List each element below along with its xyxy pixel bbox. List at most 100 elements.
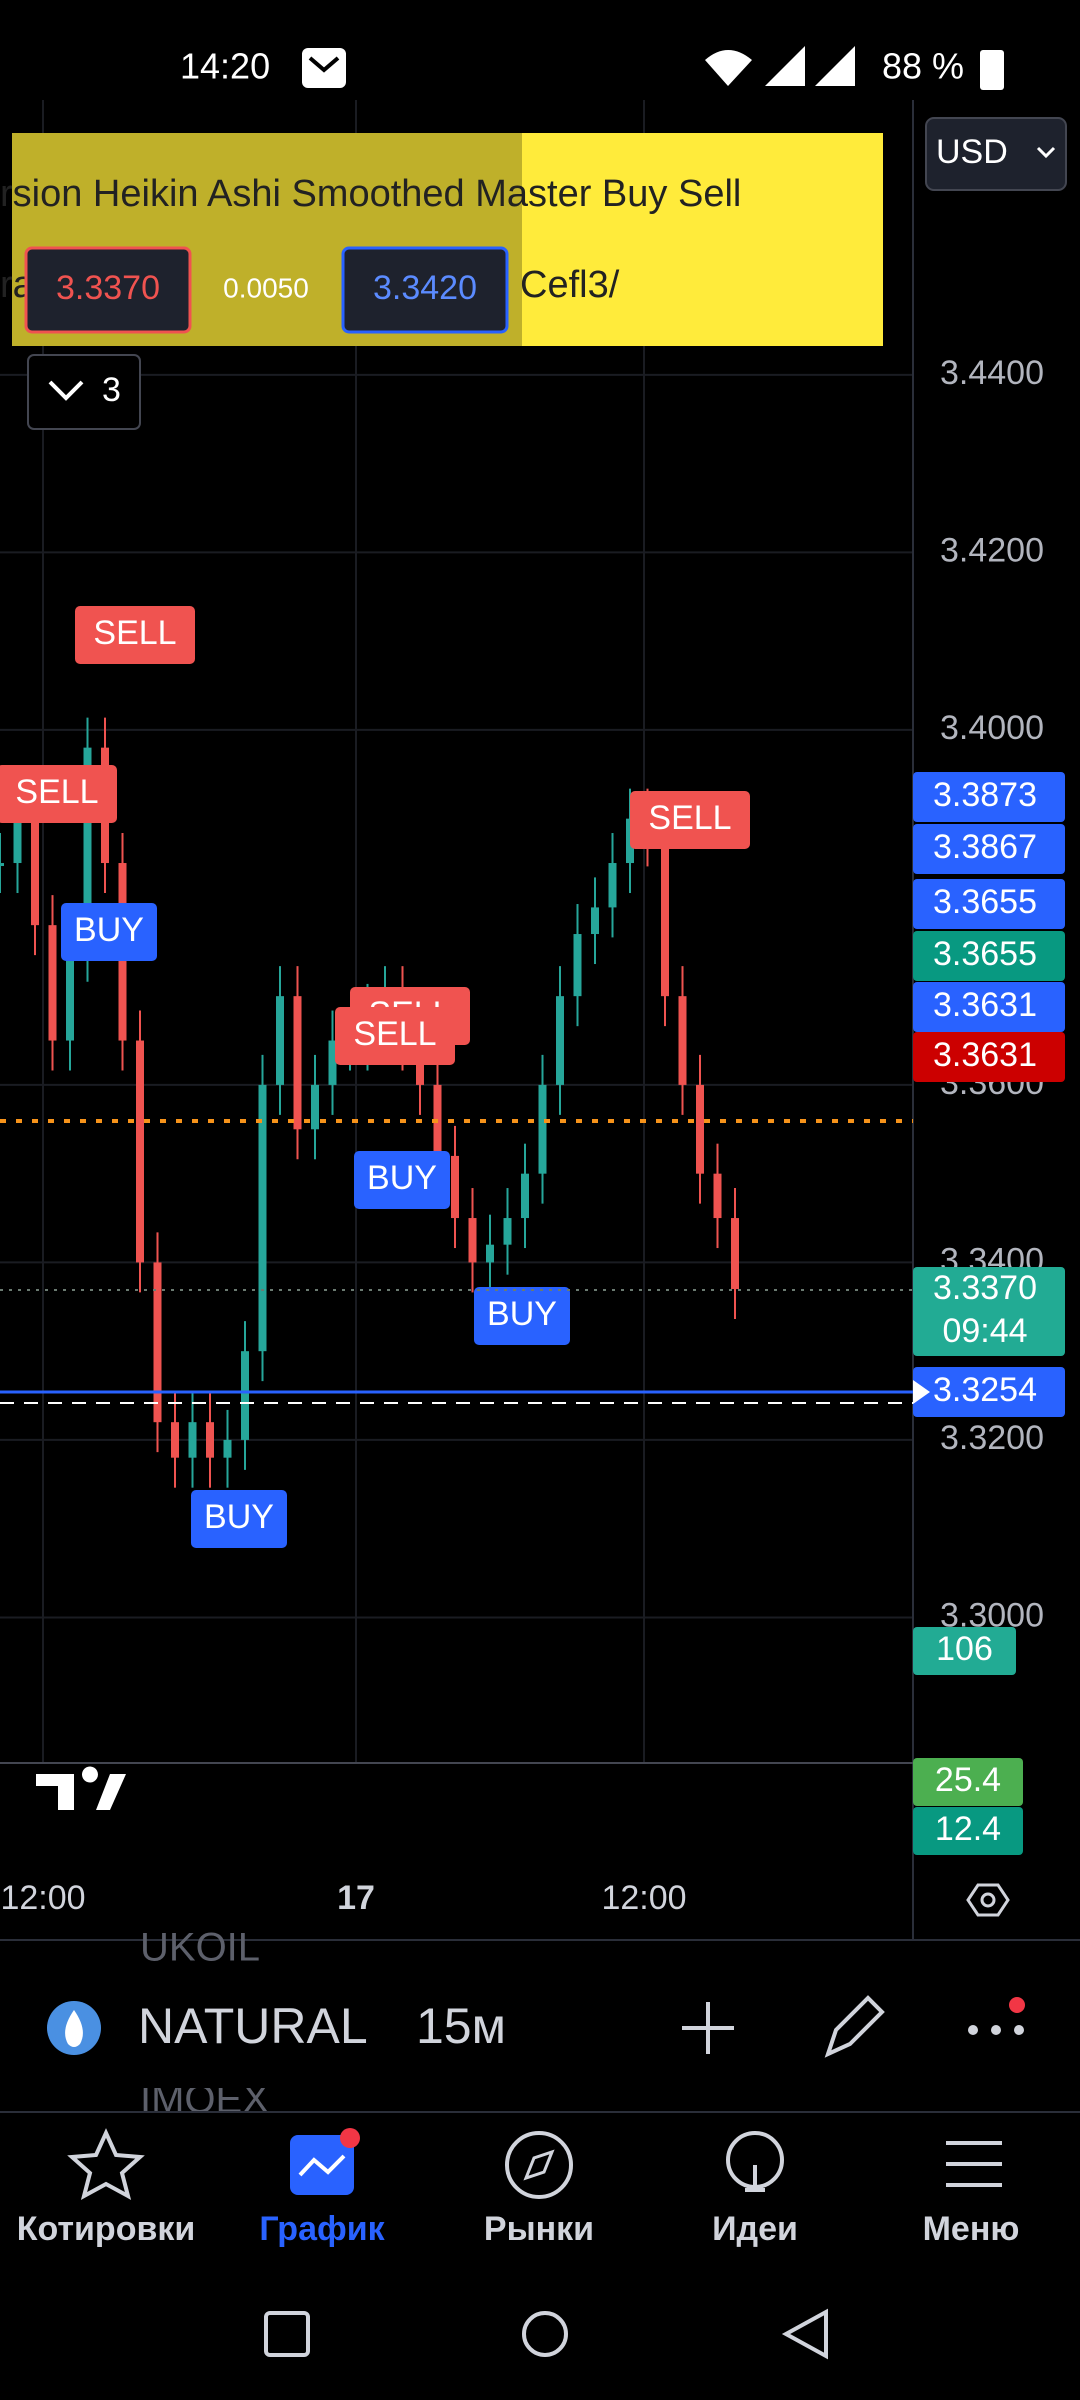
dropdown-icon [1036, 146, 1056, 159]
signal-label: SELL [353, 1015, 436, 1053]
candle [661, 836, 669, 997]
candle [468, 1218, 477, 1263]
price-tag: 3.3655 [933, 935, 1037, 973]
last-price-bg [913, 1267, 1065, 1356]
y-tick-label: 3.3200 [940, 1419, 1044, 1457]
candle [136, 1040, 144, 1263]
y-tick-label: 3.4000 [940, 709, 1044, 747]
signal-label-bg [191, 1490, 287, 1548]
flame-icon [65, 2010, 83, 2047]
buy-button[interactable] [341, 246, 509, 334]
currency[interactable]: USD [936, 133, 1008, 171]
x-tick-label: 17 [337, 1879, 375, 1917]
price-tag: 3.3631 [933, 1036, 1037, 1074]
candle [451, 1155, 459, 1219]
home-button[interactable] [522, 2311, 568, 2357]
nav-label[interactable]: График [259, 2210, 385, 2248]
chevron-icon [48, 380, 84, 401]
candle [486, 1244, 494, 1263]
candle [206, 1422, 214, 1458]
volume-tag: 25.4 [935, 1761, 1001, 1799]
candle [696, 1084, 704, 1174]
candle [188, 1422, 197, 1458]
bottom-nav: Котировки График Рынки Идеи Меню [17, 2210, 1020, 2248]
signal-icon [765, 46, 805, 86]
watchlist-icon[interactable] [67, 2128, 145, 2200]
price-tag: 3.3867 [933, 828, 1037, 866]
candle [713, 1173, 722, 1219]
candle [276, 996, 284, 1085]
symbol[interactable]: NATURAL [138, 1998, 368, 2054]
price-tag-bg [913, 1032, 1065, 1082]
x-tick-label: 12:00 [601, 1879, 686, 1917]
plot: SELLSELLBUYSELLSELLBUYBUYBUYSELL [0, 606, 750, 1548]
more-icon[interactable] [968, 2025, 978, 2035]
markets-icon[interactable] [505, 2131, 573, 2199]
volume-tag: 106 [936, 1630, 993, 1668]
signal-label-bg [75, 606, 195, 664]
candle [591, 907, 599, 935]
notif-icon-glyph [308, 56, 340, 73]
settings-icon[interactable] [966, 1883, 1010, 1917]
nav-label[interactable]: Рынки [484, 2210, 594, 2248]
x-tick-label: 12:00 [0, 1879, 85, 1917]
menu-icon[interactable] [946, 2141, 1002, 2187]
candle [48, 925, 57, 1041]
back-button[interactable] [781, 2308, 828, 2360]
chart-icon-line [298, 2154, 346, 2177]
nav-label[interactable]: Меню [923, 2210, 1020, 2248]
sell-button[interactable] [24, 246, 192, 334]
nav-label[interactable]: Идеи [712, 2210, 798, 2248]
bulb-base [745, 2165, 765, 2192]
recents-button[interactable] [264, 2311, 310, 2357]
candle [153, 1262, 162, 1423]
symbol-fade [392, 1990, 412, 2070]
interval[interactable]: 15м [416, 1998, 506, 2054]
candle [608, 863, 617, 908]
bid-price[interactable]: 3.3370 [56, 269, 160, 307]
status-time: 14:20 [180, 46, 270, 87]
signal-label-bg [474, 1287, 570, 1345]
add-icon[interactable] [682, 2002, 734, 2054]
draw-icon[interactable] [824, 1995, 885, 2058]
candle [31, 818, 39, 926]
badge [340, 2128, 360, 2148]
candle [311, 1084, 319, 1130]
y-tick-label: 3.4200 [940, 531, 1044, 569]
countdown: 09:44 [942, 1312, 1027, 1350]
volume-tag: 12.4 [935, 1810, 1001, 1848]
signal-label: BUY [367, 1159, 437, 1197]
last-price: 3.3370 [933, 1269, 1037, 1307]
collapse-count[interactable]: 3 [102, 371, 121, 409]
line-handle[interactable] [913, 1380, 930, 1404]
ask-price[interactable]: 3.3420 [373, 269, 477, 307]
volume-tag-bg [913, 1758, 1023, 1806]
candle [66, 951, 74, 1041]
candle [556, 996, 564, 1085]
candle [678, 996, 687, 1085]
nav-label[interactable]: Котировки [17, 2210, 196, 2248]
signal-label: SELL [93, 614, 176, 652]
price-tag: 3.3873 [933, 776, 1037, 814]
price-tag-bg [913, 931, 1065, 981]
price-tag-bg [913, 982, 1065, 1032]
candle [521, 1173, 529, 1219]
currency-button[interactable] [925, 117, 1067, 191]
signal-label: BUY [487, 1295, 557, 1333]
prev-symbol: UKOIL [140, 1926, 260, 1970]
price-tags: 3.3873 3.3867 3.3655 3.3655 3.3631 3.3631 3.33… [913, 772, 1065, 1855]
ideas-icon[interactable] [726, 2131, 784, 2189]
price-tag-bg [913, 1367, 1065, 1417]
battery-icon [980, 50, 1004, 90]
price-tag-bg [913, 772, 1065, 822]
signal-label: BUY [204, 1498, 274, 1536]
symbol-bar [0, 1970, 1080, 2088]
battery-text: 88 % [882, 46, 964, 87]
price-tag: 3.3254 [933, 1371, 1037, 1409]
candle [171, 1422, 179, 1458]
collapse-button[interactable] [27, 354, 141, 430]
candle [293, 996, 302, 1130]
